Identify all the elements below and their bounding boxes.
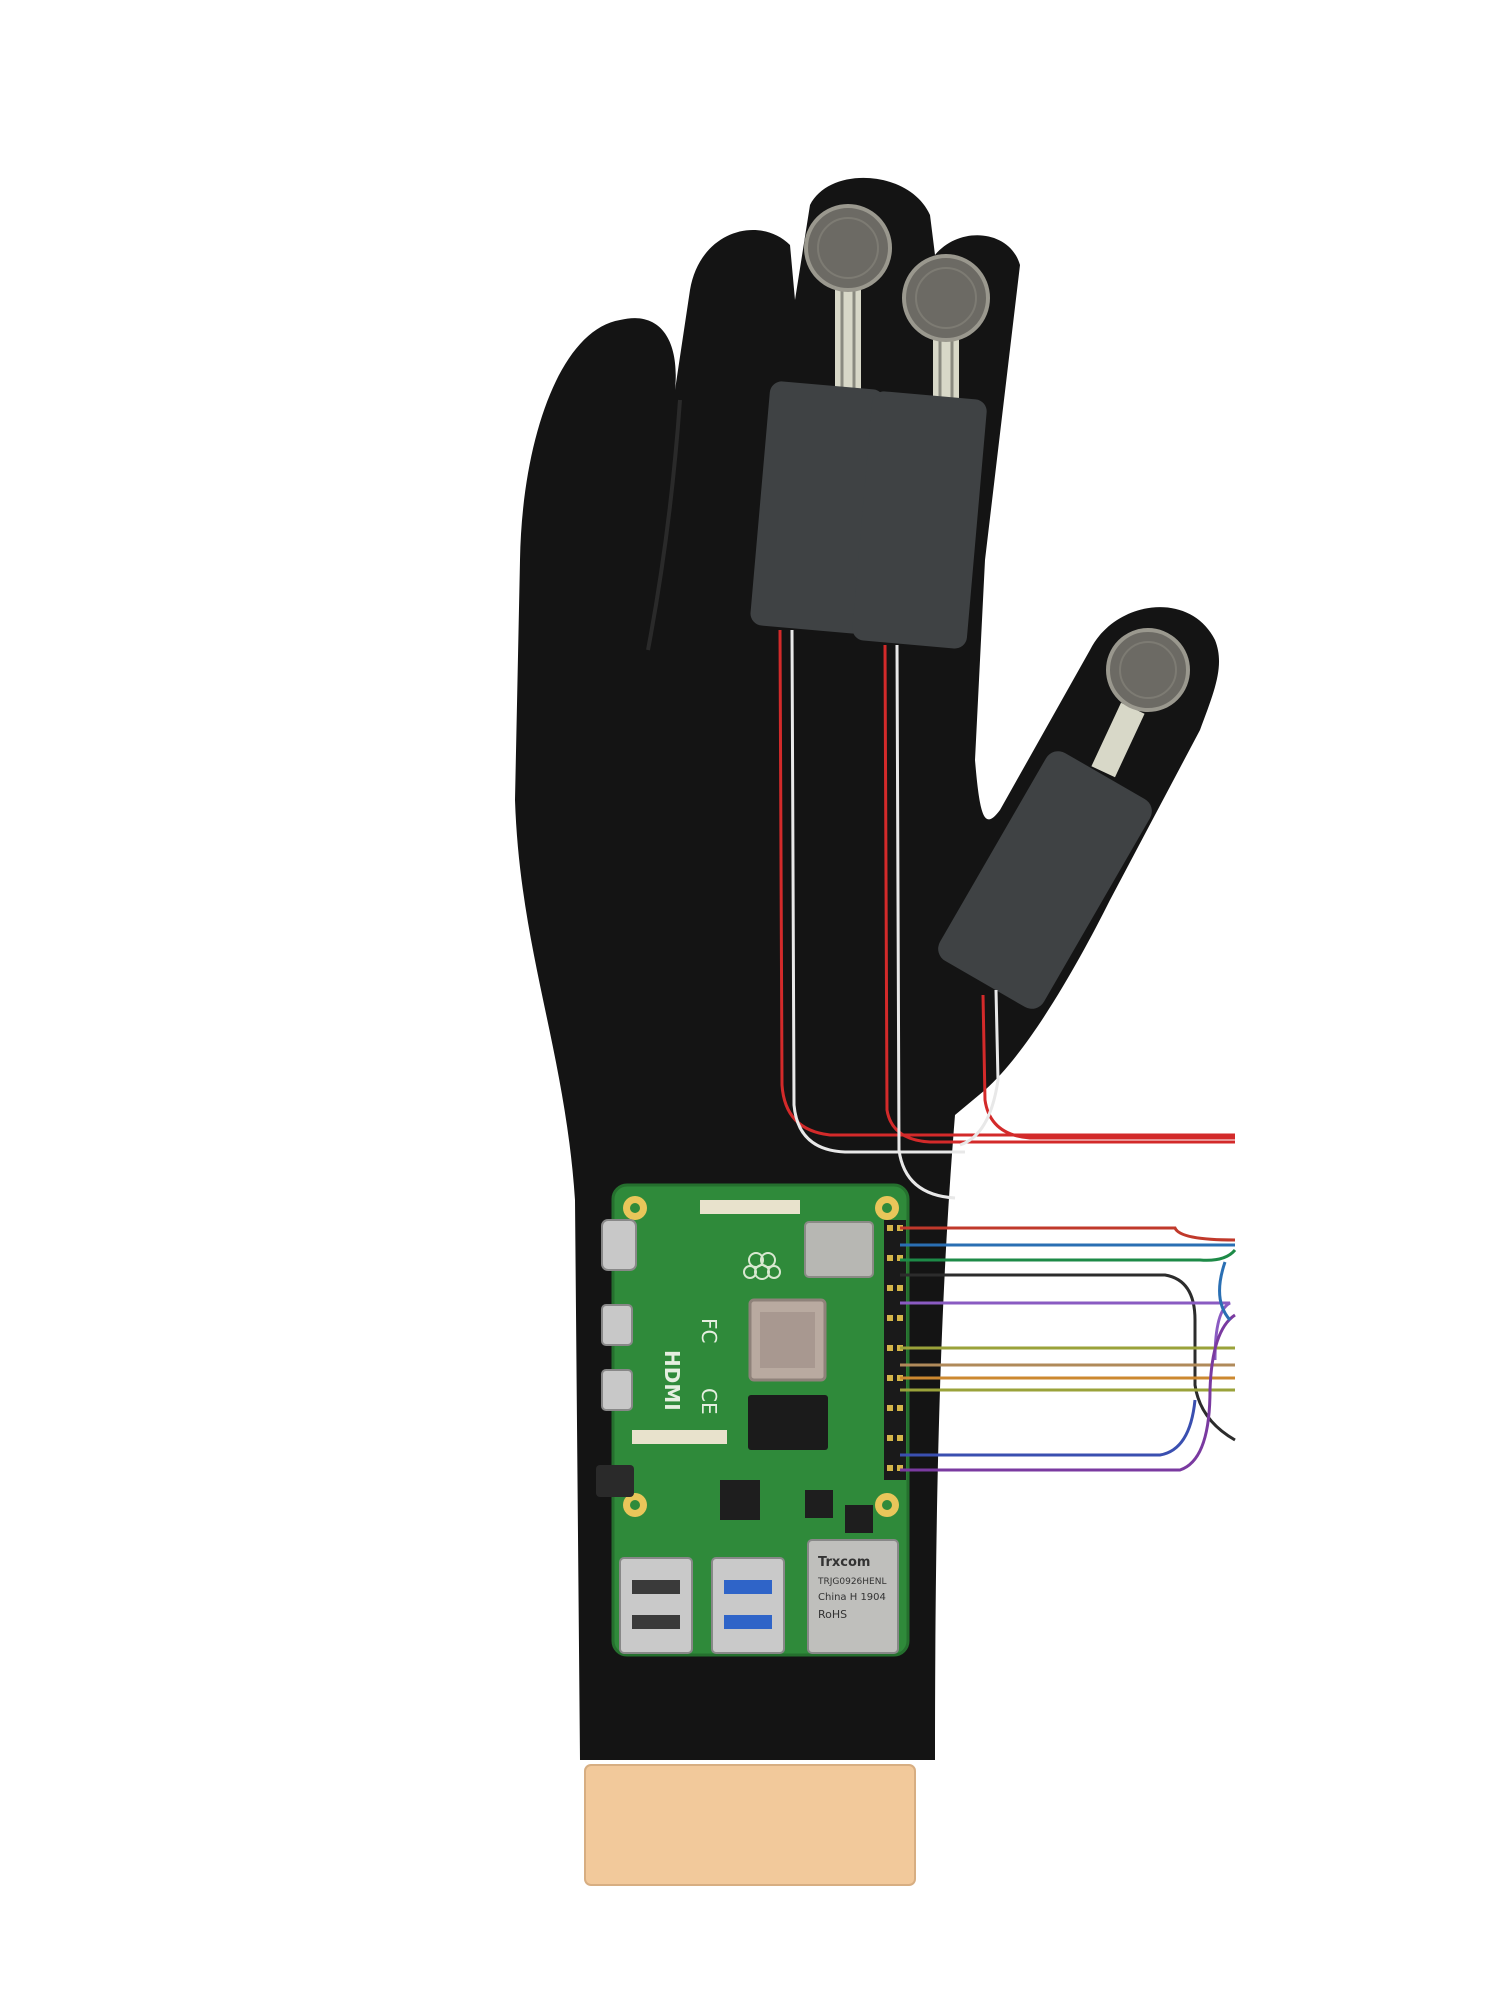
audio-jack — [596, 1465, 634, 1497]
ethernet-jack: Trxcom TRJG0926HENL China H 1904 RoHS — [807, 1539, 899, 1654]
raspberry-pi-board: FC HDMI CE — [596, 1183, 910, 1657]
wifi-module — [804, 1221, 874, 1278]
wrist-skin — [584, 1764, 916, 1886]
svg-text:Trxcom: Trxcom — [818, 1555, 870, 1570]
ram-chip — [748, 1395, 828, 1450]
gpio-wires — [900, 1226, 1237, 1472]
micro-hdmi-port — [601, 1369, 633, 1411]
ce-mark: CE — [697, 1388, 721, 1415]
sensor-pad — [938, 751, 1152, 1009]
svg-text:TRJG0926HENL: TRJG0926HENL — [817, 1577, 886, 1587]
hdmi-mark: HDMI — [660, 1350, 684, 1411]
sensor-pad — [852, 391, 987, 649]
svg-text:China H 1904: China H 1904 — [818, 1592, 886, 1603]
finger-separation — [646, 399, 682, 651]
usb-port — [619, 1557, 693, 1654]
sensor-wires — [778, 629, 1235, 1200]
sensor-thumb — [938, 628, 1190, 1009]
usb3-port — [711, 1557, 785, 1654]
sensor-middle — [852, 254, 990, 649]
usb-c-port — [601, 1219, 637, 1271]
sensor-pad — [750, 381, 885, 634]
svg-text:RoHS: RoHS — [818, 1608, 847, 1621]
micro-hdmi-port — [601, 1304, 633, 1346]
fc-mark: FC — [697, 1318, 721, 1343]
raspberry-logo — [743, 1252, 781, 1280]
sensor-index — [750, 204, 892, 634]
